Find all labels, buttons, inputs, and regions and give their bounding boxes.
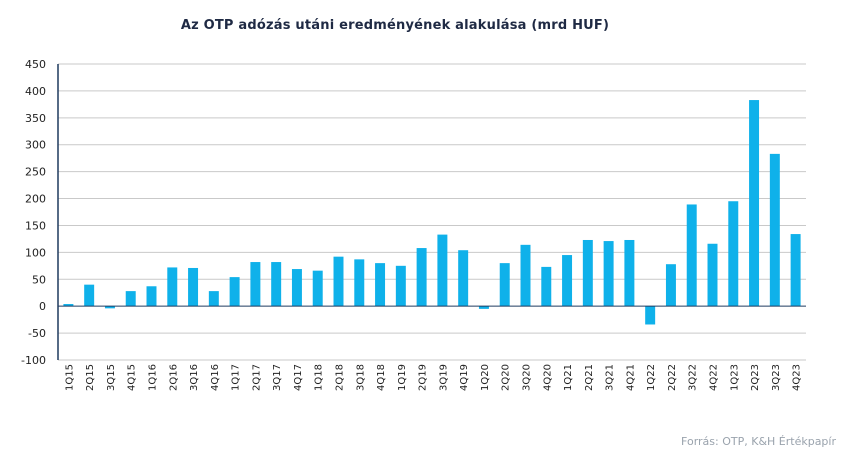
bar-3Q19	[437, 234, 448, 307]
bar-4Q23	[790, 234, 801, 307]
bar-1Q15	[63, 304, 74, 307]
chart-title: Az OTP adózás utáni eredményének alakulá…	[180, 18, 610, 33]
bar-3Q23	[769, 153, 780, 307]
x-tick-label: 4Q15	[127, 364, 138, 391]
x-tick-label: 3Q20	[522, 364, 533, 391]
bar-4Q21	[624, 239, 635, 307]
x-axis-ticks: 1Q15 2Q15 3Q15 4Q15 1Q16 2Q16 3Q16 4Q16 1Q17 2Q17…	[64, 364, 802, 391]
x-tick-label: 2Q15	[85, 364, 96, 391]
bar-4Q15	[125, 291, 136, 307]
y-tick-label: 50	[32, 273, 46, 286]
bar-2Q23	[749, 100, 760, 307]
y-tick-label: -50	[28, 327, 46, 340]
x-tick-label: 2Q18	[335, 364, 346, 391]
bar-1Q21	[562, 255, 573, 307]
bar-4Q22	[707, 243, 718, 307]
y-tick-label: 150	[25, 219, 46, 232]
y-tick-label: 350	[25, 112, 46, 125]
bar-2Q18	[333, 256, 344, 307]
source-note: Forrás: OTP, K&H Értékpapír	[681, 435, 836, 448]
bar-3Q21	[603, 241, 614, 307]
bar-2Q21	[582, 239, 593, 307]
bar-2Q17	[250, 262, 261, 307]
x-tick-label: 2Q22	[667, 364, 678, 391]
x-tick-label: 4Q20	[542, 364, 553, 391]
bar-3Q20	[520, 244, 531, 307]
x-tick-label: 3Q17	[272, 364, 283, 391]
x-tick-label: 2Q16	[168, 364, 179, 391]
y-tick-label: 400	[25, 85, 46, 98]
x-tick-label: 2Q23	[750, 364, 761, 391]
bars	[63, 100, 801, 325]
x-tick-label: 4Q18	[376, 364, 387, 391]
y-tick-label: -100	[21, 354, 46, 367]
bar-2Q19	[416, 248, 427, 307]
x-tick-label: 1Q23	[729, 364, 740, 391]
x-tick-label: 2Q20	[501, 364, 512, 391]
x-tick-label: 4Q16	[210, 364, 221, 391]
x-tick-label: 1Q15	[64, 364, 75, 391]
bar-1Q17	[229, 277, 240, 307]
bar-1Q16	[146, 286, 157, 307]
y-tick-label: 0	[39, 300, 46, 313]
x-tick-label: 1Q17	[231, 364, 242, 391]
x-tick-label: 4Q22	[709, 364, 720, 391]
x-tick-label: 2Q17	[251, 364, 262, 391]
x-tick-label: 3Q15	[106, 364, 117, 391]
bar-2Q20	[499, 263, 510, 307]
x-tick-label: 3Q18	[355, 364, 366, 391]
bar-1Q18	[312, 270, 323, 307]
y-tick-label: 450	[25, 58, 46, 71]
bar-1Q22	[645, 306, 656, 325]
x-tick-label: 2Q19	[418, 364, 429, 391]
x-tick-label: 3Q16	[189, 364, 200, 391]
x-tick-label: 3Q21	[605, 364, 616, 391]
bar-2Q22	[665, 264, 676, 307]
x-tick-label: 2Q21	[584, 364, 595, 391]
bar-4Q16	[208, 291, 219, 307]
x-tick-label: 3Q19	[438, 364, 449, 391]
bar-4Q18	[375, 263, 386, 307]
y-tick-label: 100	[25, 246, 46, 259]
gridlines	[58, 63, 806, 361]
x-tick-label: 1Q16	[148, 364, 159, 391]
bar-1Q20	[478, 306, 489, 309]
x-tick-label: 4Q17	[293, 364, 304, 391]
bar-3Q15	[104, 306, 115, 309]
x-tick-label: 1Q21	[563, 364, 574, 391]
y-axis-ticks: 450 400 350 300 250 200 150 100 50 0 -50 -100	[21, 58, 46, 367]
x-tick-label: 3Q23	[771, 364, 782, 391]
x-tick-label: 1Q20	[480, 364, 491, 391]
x-tick-label: 1Q18	[314, 364, 325, 391]
bar-3Q22	[686, 204, 697, 307]
x-tick-label: 1Q22	[646, 364, 657, 391]
bar-4Q20	[541, 266, 552, 307]
y-tick-label: 200	[25, 193, 46, 206]
x-tick-label: 3Q22	[688, 364, 699, 391]
x-tick-label: 1Q19	[397, 364, 408, 391]
bar-1Q19	[395, 265, 406, 307]
x-tick-label: 4Q21	[625, 364, 636, 391]
bar-2Q15	[84, 284, 95, 307]
bar-2Q16	[167, 267, 178, 307]
bar-3Q18	[354, 259, 365, 307]
y-tick-label: 300	[25, 139, 46, 152]
bar-4Q17	[291, 269, 302, 307]
bar-4Q19	[458, 250, 469, 307]
bar-1Q23	[728, 201, 739, 307]
y-tick-label: 250	[25, 166, 46, 179]
bar-3Q17	[271, 262, 282, 307]
bar-3Q16	[188, 267, 199, 307]
x-tick-label: 4Q19	[459, 364, 470, 391]
x-tick-label: 4Q23	[792, 364, 803, 391]
